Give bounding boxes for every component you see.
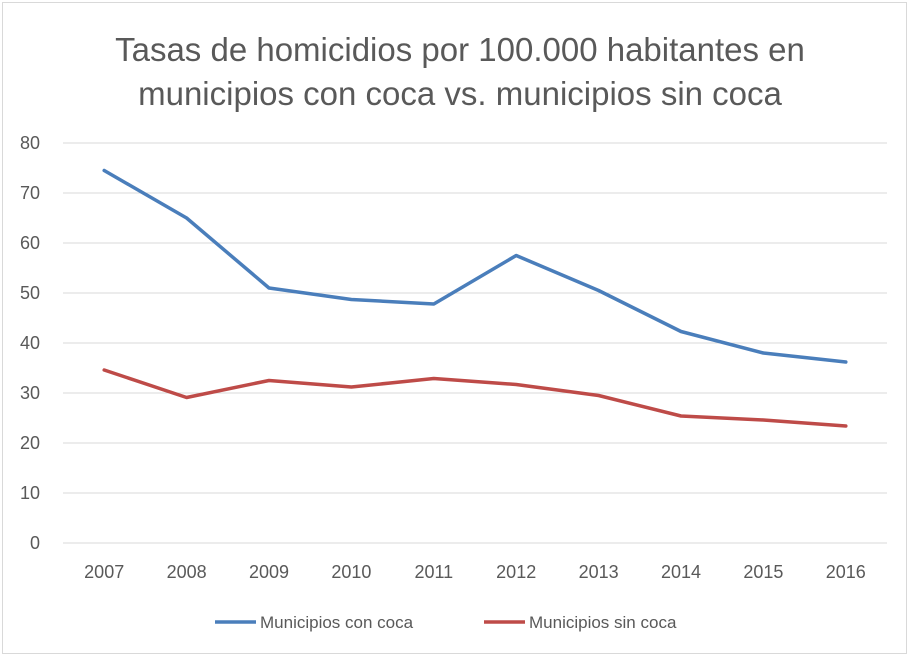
data-point — [102, 368, 106, 372]
data-point — [102, 169, 106, 172]
data-point — [432, 377, 436, 380]
x-tick-label: 2016 — [826, 562, 866, 582]
data-point — [597, 289, 601, 292]
y-tick-label: 30 — [20, 383, 40, 403]
y-axis-tick-labels: 0 10 20 30 40 50 60 70 80 — [20, 133, 40, 553]
y-tick-label: 40 — [20, 333, 40, 353]
x-tick-label: 2015 — [743, 562, 783, 582]
data-point — [514, 254, 518, 257]
series-lines — [102, 168, 848, 428]
x-tick-label: 2007 — [84, 562, 124, 582]
data-point — [514, 383, 518, 386]
data-point — [185, 216, 189, 220]
y-tick-label: 20 — [20, 433, 40, 453]
series-line — [102, 368, 848, 428]
y-tick-label: 0 — [30, 533, 40, 553]
data-point — [185, 396, 189, 399]
legend-label: Municipios con coca — [260, 613, 414, 632]
data-point — [761, 418, 765, 422]
x-tick-label: 2008 — [167, 562, 207, 582]
data-point — [267, 286, 271, 290]
y-tick-label: 70 — [20, 183, 40, 203]
x-tick-label: 2012 — [496, 562, 536, 582]
chart-title-line-2: municipios con coca vs. municipios sin c… — [138, 75, 782, 112]
data-point — [844, 360, 848, 364]
data-point — [844, 424, 848, 428]
x-axis-tick-labels: 2007 2008 2009 2010 2011 2012 2013 2014 2015 2016 — [84, 562, 866, 582]
y-tick-label: 80 — [20, 133, 40, 153]
legend-item: Municipios con coca — [215, 613, 414, 632]
legend-item: Municipios sin coca — [484, 613, 677, 632]
data-point — [761, 351, 765, 355]
data-point — [432, 302, 436, 306]
legend: Municipios con coca Municipios sin coca — [215, 613, 677, 632]
x-tick-label: 2009 — [249, 562, 289, 582]
gridlines — [63, 142, 887, 544]
series-line — [102, 168, 848, 364]
y-tick-label: 60 — [20, 233, 40, 253]
data-point — [349, 385, 353, 389]
chart-title: Tasas de homicidios por 100.000 habitant… — [60, 28, 860, 116]
y-tick-label: 50 — [20, 283, 40, 303]
x-tick-label: 2013 — [579, 562, 619, 582]
data-point — [267, 379, 271, 382]
chart-title-line-1: Tasas de homicidios por 100.000 habitant… — [115, 31, 805, 68]
y-tick-label: 10 — [20, 483, 40, 503]
x-tick-label: 2014 — [661, 562, 701, 582]
series-1 — [102, 168, 848, 364]
legend-label: Municipios sin coca — [529, 613, 677, 632]
data-point — [597, 394, 601, 397]
x-tick-label: 2010 — [331, 562, 371, 582]
series-2 — [102, 368, 848, 428]
data-point — [679, 330, 683, 333]
x-tick-label: 2011 — [414, 562, 453, 582]
data-point — [349, 298, 353, 301]
data-point — [679, 414, 683, 418]
